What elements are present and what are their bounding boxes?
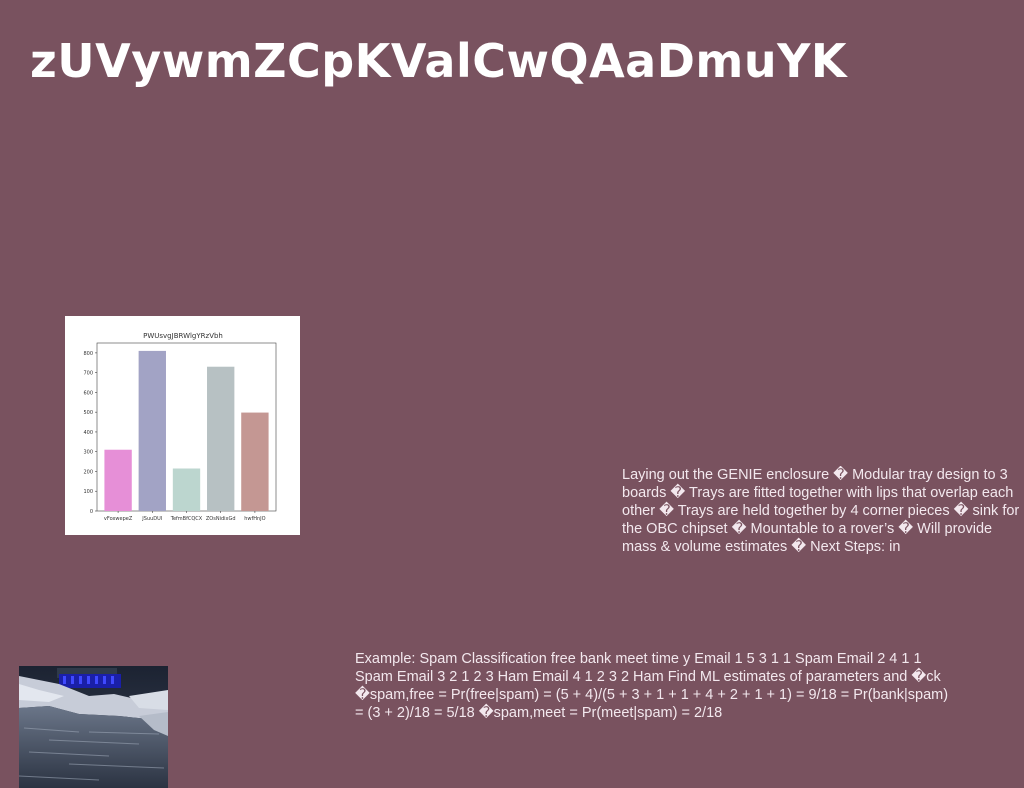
snowy-river-photo — [19, 666, 168, 788]
bar-hwfHnJO — [241, 412, 269, 511]
x-tick-label: TefmBfCQCX — [170, 516, 203, 522]
x-tick-label: hwfHnJO — [244, 516, 265, 522]
bar-chart-image: PWUsvgJBRWlgYRzVbh vFoxwepeZ JSuuDUI TefmB… — [65, 316, 300, 535]
bar-vFoxwepeZ — [104, 449, 132, 511]
bar-TefmBfCQCX — [172, 468, 201, 511]
x-tick-label: ZOsNidixGd — [206, 516, 236, 522]
y-tick-label: 200 — [83, 469, 93, 475]
x-tick-label: vFoxwepeZ — [104, 516, 133, 522]
x-tick-label: JSuuDUI — [141, 516, 162, 522]
bar-JSuuDUI — [138, 350, 166, 511]
page-title: zUVywmZCpKValCwQAaDmuYK — [30, 34, 848, 88]
y-tick-label: 100 — [83, 489, 93, 495]
y-tick-label: 300 — [83, 450, 93, 456]
enclosure-notes-text: Laying out the GENIE enclosure � Modular… — [622, 467, 1020, 555]
chart-title: PWUsvgJBRWlgYRzVbh — [143, 332, 223, 340]
spam-classification-text: Example: Spam Classification free bank m… — [355, 651, 949, 721]
y-tick-label: 500 — [83, 410, 93, 416]
y-tick-label: 400 — [83, 430, 93, 436]
y-tick-label: 600 — [83, 390, 93, 396]
y-tick-label: 0 — [90, 509, 93, 515]
bar-ZOsNidixGd — [207, 366, 235, 511]
photo-icon — [19, 666, 168, 788]
bar-chart: PWUsvgJBRWlgYRzVbh vFoxwepeZ JSuuDUI TefmB… — [83, 332, 277, 522]
y-tick-label: 700 — [83, 371, 93, 377]
y-tick-label: 800 — [83, 351, 93, 357]
